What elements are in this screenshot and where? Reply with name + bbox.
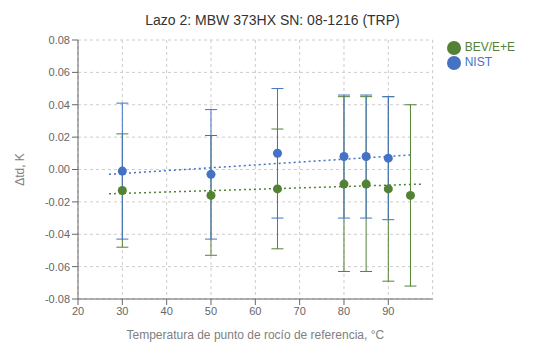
svg-text:70: 70 (294, 305, 306, 317)
svg-text:50: 50 (205, 305, 217, 317)
svg-text:60: 60 (249, 305, 261, 317)
svg-text:80: 80 (338, 305, 350, 317)
svg-text:0.02: 0.02 (49, 131, 70, 143)
svg-text:Temperatura de punto de rocío: Temperatura de punto de rocío de referen… (127, 328, 385, 342)
html-text:BEV/E+E: BEV/E+E (464, 40, 515, 54)
svg-text:0.06: 0.06 (49, 66, 70, 78)
svg-text:30: 30 (116, 305, 128, 317)
html-text:NIST: NIST (464, 54, 492, 69)
html-text:Lazo 2: MBW 373HX SN: 08-1216: Lazo 2: MBW 373HX SN: 08-1216 (TRP) (145, 12, 400, 28)
svg-text:40: 40 (161, 305, 173, 317)
svg-text:0.00: 0.00 (49, 163, 70, 175)
svg-text:-0.04: -0.04 (45, 228, 70, 240)
svg-text:0.04: 0.04 (49, 99, 70, 111)
svg-text:-0.02: -0.02 (45, 196, 70, 208)
svg-text:-0.06: -0.06 (45, 261, 70, 273)
svg-text:-0.08: -0.08 (45, 293, 70, 305)
svg-text:Δtd, K: Δtd, K (13, 153, 27, 186)
svg-text:0.08: 0.08 (49, 34, 70, 46)
svg-text:20: 20 (72, 305, 84, 317)
svg-text:90: 90 (382, 305, 394, 317)
